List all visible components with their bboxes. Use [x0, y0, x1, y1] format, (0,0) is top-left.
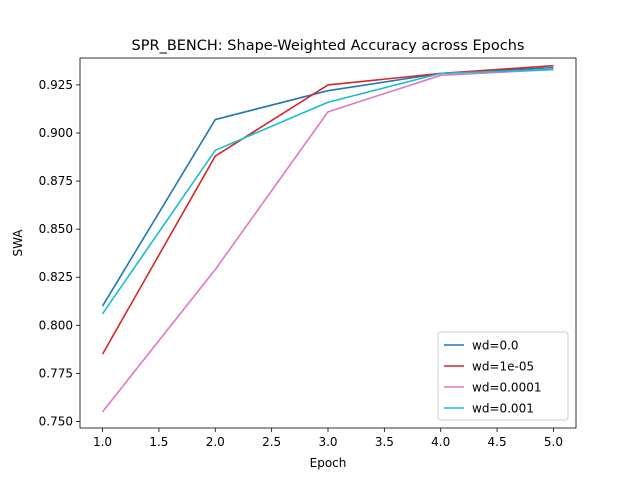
y-tick-label: 0.775	[39, 366, 73, 380]
x-axis-label: Epoch	[310, 456, 347, 470]
series-line-3	[101, 68, 554, 315]
x-axis-ticks: 1.0 1.5 2.0 2.5 3.0 3.5 4.0 4.5 5.0	[93, 428, 563, 449]
legend: wd=0.0 wd=1e-05 wd=0.0001 wd=0.001	[437, 331, 569, 421]
legend-label: wd=1e-05	[472, 360, 534, 374]
y-tick-label: 0.875	[39, 174, 73, 188]
x-tick-label: 2.0	[206, 435, 225, 449]
legend-label: wd=0.0	[472, 339, 519, 353]
x-tick-label: 3.0	[318, 435, 337, 449]
y-tick-label: 0.825	[39, 270, 73, 284]
chart-title: SPR_BENCH: Shape-Weighted Accuracy acros…	[132, 38, 525, 54]
series-layer	[101, 64, 554, 413]
x-tick-label: 1.5	[149, 435, 168, 449]
x-tick-label: 4.0	[431, 435, 450, 449]
x-tick-label: 1.0	[93, 435, 112, 449]
y-tick-label: 0.925	[39, 78, 73, 92]
y-tick-label: 0.800	[39, 318, 73, 332]
y-tick-label: 0.850	[39, 222, 73, 236]
y-axis-ticks: 0.750 0.775 0.800 0.825 0.850 0.875 0.900 0.925	[39, 78, 80, 428]
series-line-2	[101, 68, 554, 413]
y-axis-label: SWA	[11, 229, 25, 257]
x-tick-label: 4.5	[488, 435, 507, 449]
legend-box	[437, 331, 569, 421]
x-tick-label: 2.5	[262, 435, 281, 449]
series-line-1	[101, 64, 554, 355]
x-tick-label: 5.0	[544, 435, 563, 449]
legend-label: wd=0.001	[472, 402, 534, 416]
y-tick-label: 0.900	[39, 126, 73, 140]
legend-label: wd=0.0001	[472, 381, 541, 395]
x-tick-label: 3.5	[375, 435, 394, 449]
y-tick-label: 0.750	[39, 414, 73, 428]
